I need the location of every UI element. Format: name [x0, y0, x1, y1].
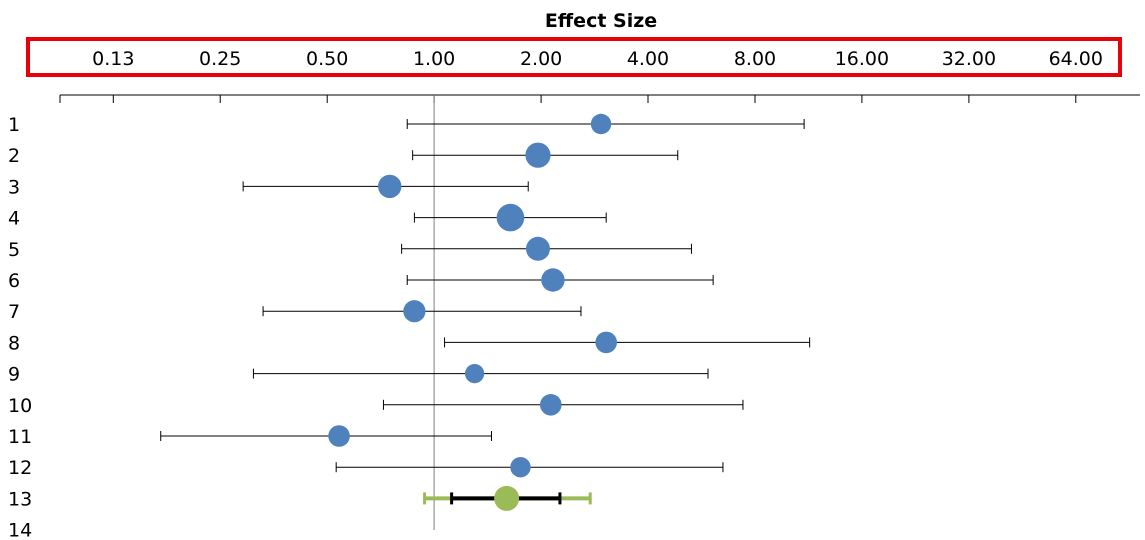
- effect-point: [590, 113, 612, 135]
- x-tick-label: 2.00: [520, 48, 562, 70]
- row-label: 5: [8, 239, 20, 261]
- summary-effect-point: [494, 485, 520, 511]
- x-tick-label: 0.50: [306, 48, 348, 70]
- row-label: 2: [8, 145, 20, 167]
- chart-title: Effect Size: [545, 10, 657, 32]
- effect-point: [496, 203, 525, 232]
- x-tick-label: 8.00: [734, 48, 776, 70]
- confidence-intervals: [160, 119, 811, 505]
- x-tick-marks: [59, 95, 1077, 103]
- effect-point: [525, 236, 550, 261]
- effect-point: [541, 268, 565, 292]
- row-label: 8: [8, 332, 20, 354]
- effect-point: [378, 174, 402, 199]
- x-tick-label: 1.00: [413, 48, 455, 70]
- x-tick-label: 0.25: [199, 48, 241, 70]
- tick-label-box: [26, 37, 1122, 77]
- x-tick-label: 4.00: [627, 48, 669, 70]
- effect-point: [540, 394, 562, 416]
- row-label: 3: [8, 176, 20, 198]
- row-label: 14: [8, 520, 32, 540]
- x-tick-label: 32.00: [942, 48, 996, 70]
- row-label: 12: [8, 457, 32, 479]
- effect-point: [403, 300, 426, 323]
- x-tick-label: 0.13: [92, 48, 134, 70]
- effect-point: [510, 457, 531, 478]
- row-label: 13: [8, 488, 32, 510]
- row-label: 6: [8, 270, 20, 292]
- row-label: 11: [8, 426, 32, 448]
- effect-point: [465, 364, 485, 384]
- effect-point: [328, 425, 350, 447]
- row-label: 10: [8, 395, 32, 417]
- row-label: 7: [8, 301, 20, 323]
- x-tick-label: 64.00: [1049, 48, 1103, 70]
- x-tick-label: 16.00: [835, 48, 889, 70]
- row-label: 1: [8, 114, 20, 136]
- effect-point: [525, 142, 551, 168]
- x-tick-labels: 0.13 0.25 0.50 1.00 2.00 4.00 8.00 16.00 32.00 64…: [92, 48, 1103, 70]
- effect-points: [328, 113, 617, 511]
- effect-point: [595, 331, 617, 354]
- row-label: 4: [8, 208, 20, 230]
- row-label: 9: [8, 364, 20, 386]
